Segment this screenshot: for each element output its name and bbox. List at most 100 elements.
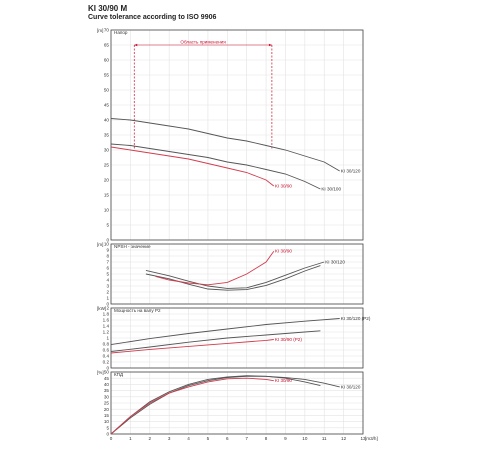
y-tick-label: 6: [106, 266, 109, 271]
y-tick-label: 35: [104, 388, 110, 393]
y-unit-label: [m]: [97, 242, 103, 247]
y-tick-label: 3: [106, 284, 109, 289]
series-line-1: [110, 375, 340, 435]
y-tick-label: 10: [104, 419, 110, 424]
series-line-2: [110, 330, 321, 352]
x-tick-label: 1: [129, 436, 132, 441]
x-tick-label: 5: [207, 436, 210, 441]
x-tick-label: 10: [302, 436, 308, 441]
plot-frame: [110, 371, 364, 435]
y-tick-label: 1.8: [103, 312, 110, 317]
plot-frame: [110, 29, 364, 241]
y-unit-label: [m]: [97, 28, 103, 33]
x-tick-label: 0: [110, 436, 113, 441]
y-tick-label: 45: [104, 376, 110, 381]
y-tick-label: 50: [104, 370, 110, 375]
x-tick-label: 3: [168, 436, 171, 441]
series-line-2: [145, 265, 321, 291]
y-tick-label: 10: [104, 208, 110, 213]
y-tick-label: 1.2: [103, 330, 110, 335]
y-tick-label: 2: [106, 306, 109, 311]
y-tick-label: 7: [106, 260, 109, 265]
x-tick-label: 11: [322, 436, 327, 441]
x-tick-label: 2: [148, 436, 151, 441]
y-tick-label: 9: [106, 248, 109, 253]
y-tick-label: 0.6: [103, 348, 110, 353]
series-line-2: [110, 143, 321, 190]
series-label: KI 30/120 (P2): [341, 316, 371, 321]
y-tick-label: 40: [104, 382, 110, 387]
x-tick-label: 7: [245, 436, 248, 441]
series-line-1: [145, 261, 325, 289]
y-tick-label: 30: [104, 394, 110, 399]
chart-title: KI 30/90 M: [88, 4, 128, 13]
y-tick-label: 15: [104, 413, 110, 418]
y-tick-label: 0: [106, 432, 109, 437]
y-axis-label: Напор: [114, 30, 128, 35]
y-tick-label: 0.2: [103, 360, 110, 365]
y-tick-label: 25: [104, 401, 110, 406]
series-label: KI 30/90: [275, 378, 293, 383]
y-tick-label: 5: [106, 272, 109, 277]
y-tick-label: 65: [104, 43, 110, 48]
y-tick-label: 5: [106, 223, 109, 228]
y-tick-label: 25: [104, 163, 110, 168]
series-label: KI 30/120: [341, 384, 361, 389]
y-tick-label: 10: [104, 242, 110, 247]
chart-panel-3: 00.20.40.60.811.21.41.61.82[kW] Мощность …: [97, 306, 371, 371]
series-line-1: [110, 318, 340, 346]
series-label: KI 30/90: [275, 249, 293, 254]
y-tick-label: 0: [106, 302, 109, 307]
chart-subtitle: Curve tolerance according to ISO 9906: [88, 14, 217, 21]
y-tick-label: 0.4: [103, 354, 110, 359]
range-arrow-head-left: [134, 43, 138, 47]
y-tick-label: 1: [106, 296, 109, 301]
y-tick-label: 5: [106, 425, 109, 430]
y-tick-label: 70: [104, 28, 110, 33]
series-line-1: [110, 118, 340, 172]
range-label: Область применения: [180, 40, 226, 45]
x-tick-label: 9: [284, 436, 287, 441]
series-label: KI 30/120: [341, 169, 361, 174]
series-label: KI 30/100: [321, 187, 341, 192]
series-line-3: [110, 339, 274, 354]
y-unit-label: [%]: [97, 370, 104, 375]
y-tick-label: 1.4: [103, 324, 110, 329]
x-tick-label: 13: [360, 436, 366, 441]
series-line-3: [155, 250, 275, 286]
series-label: KI 30/120: [325, 260, 345, 265]
plot-frame: [110, 243, 364, 305]
y-axis-label: Мощность на валу P2: [114, 308, 161, 313]
series-label: KI 30/90: [275, 184, 293, 189]
series-line-2: [110, 375, 321, 435]
x-unit-label: [m3/h]: [365, 436, 378, 441]
y-axis-label: NPSH - значение: [114, 244, 151, 249]
y-tick-label: 8: [106, 254, 109, 259]
series-label: KI 30/90 (P2): [275, 337, 303, 342]
x-tick-label: 6: [226, 436, 229, 441]
y-tick-label: 60: [104, 58, 110, 63]
plot-frame: [110, 307, 364, 369]
y-unit-label: [kW]: [97, 306, 106, 311]
y-tick-label: 55: [104, 73, 110, 78]
x-tick-label: 12: [341, 436, 347, 441]
y-tick-label: 45: [104, 103, 110, 108]
y-tick-label: 4: [106, 278, 109, 283]
x-tick-label: 4: [187, 436, 190, 441]
y-tick-label: 2: [106, 290, 109, 295]
y-tick-label: 0.8: [103, 342, 110, 347]
series-line-3: [110, 146, 275, 187]
chart-panel-1: 0 5 10 15 20 25 30 35 40 45 50 55 60 65 70[m] Напор Обла…: [97, 28, 364, 243]
y-tick-label: 30: [104, 148, 110, 153]
y-tick-label: 0: [106, 238, 109, 243]
y-tick-label: 1.6: [103, 318, 110, 323]
y-tick-label: 0: [106, 366, 109, 371]
series-line-3: [110, 377, 274, 435]
y-tick-label: 1: [106, 336, 109, 341]
y-tick-label: 15: [104, 193, 110, 198]
y-tick-label: 35: [104, 133, 110, 138]
y-tick-label: 20: [104, 178, 110, 183]
